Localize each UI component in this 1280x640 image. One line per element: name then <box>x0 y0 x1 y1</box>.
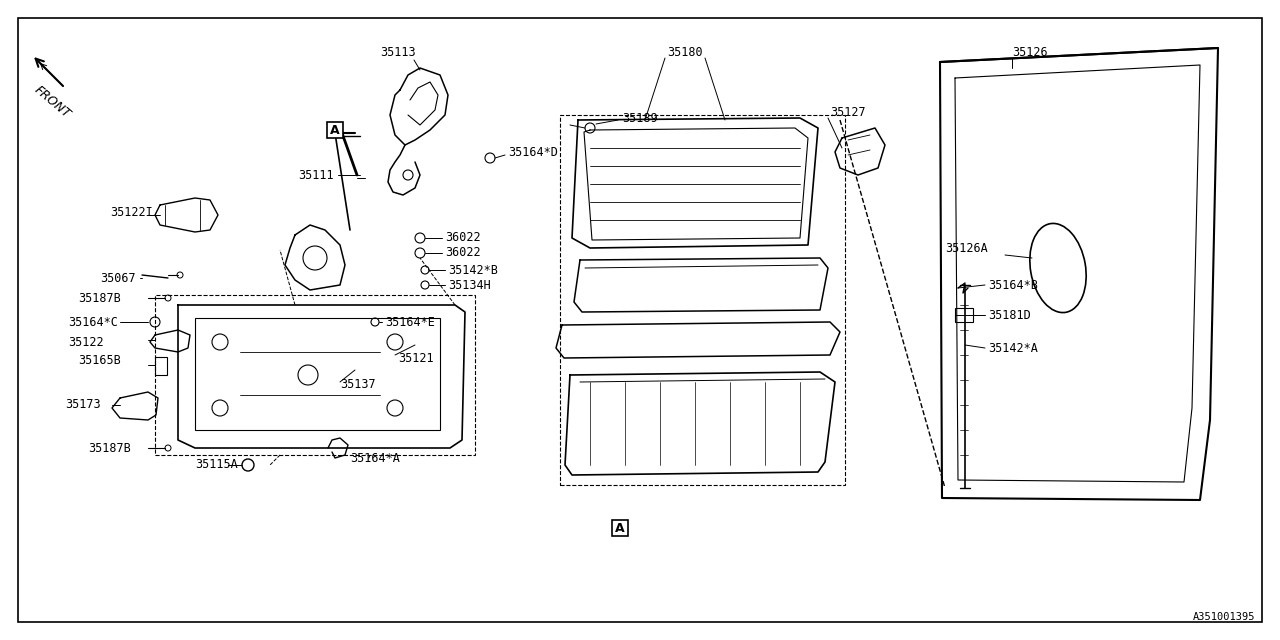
Text: 36022: 36022 <box>445 246 480 259</box>
Text: 35164*A: 35164*A <box>349 451 399 465</box>
Text: 35187B: 35187B <box>78 291 120 305</box>
Text: 35164*E: 35164*E <box>385 316 435 328</box>
Text: 35126: 35126 <box>1012 45 1047 58</box>
Text: 35187B: 35187B <box>88 442 131 454</box>
Text: 35127: 35127 <box>829 106 865 118</box>
Bar <box>155 295 475 455</box>
Text: 35122I: 35122I <box>110 205 152 218</box>
Text: 35181D: 35181D <box>988 308 1030 321</box>
Bar <box>561 115 845 485</box>
Bar <box>955 308 973 322</box>
Text: 36022: 36022 <box>445 230 480 243</box>
Text: 35115A: 35115A <box>195 458 238 472</box>
Text: 35137: 35137 <box>340 378 375 392</box>
Bar <box>612 520 628 536</box>
Bar <box>326 122 343 138</box>
Text: 35134H: 35134H <box>448 278 490 291</box>
Text: 35164*B: 35164*B <box>988 278 1038 291</box>
Text: A: A <box>616 522 625 534</box>
Text: 35122: 35122 <box>68 335 104 349</box>
Text: 35164*D: 35164*D <box>508 145 558 159</box>
Text: 35113: 35113 <box>380 45 416 58</box>
Text: FRONT: FRONT <box>32 83 73 121</box>
Text: 35142*B: 35142*B <box>448 264 498 276</box>
Text: A: A <box>330 124 339 136</box>
Text: 35173: 35173 <box>65 399 101 412</box>
Text: 35121: 35121 <box>398 351 434 365</box>
Text: 35126A: 35126A <box>945 241 988 255</box>
Text: 35180: 35180 <box>667 45 703 58</box>
Text: 35165B: 35165B <box>78 353 120 367</box>
Text: 35189: 35189 <box>622 111 658 125</box>
Text: 35067: 35067 <box>100 271 136 285</box>
Text: 35111: 35111 <box>298 168 334 182</box>
Text: A351001395: A351001395 <box>1193 612 1254 622</box>
Bar <box>155 357 166 375</box>
Text: 35164*C: 35164*C <box>68 316 118 328</box>
Text: 35142*A: 35142*A <box>988 342 1038 355</box>
Bar <box>195 318 440 430</box>
